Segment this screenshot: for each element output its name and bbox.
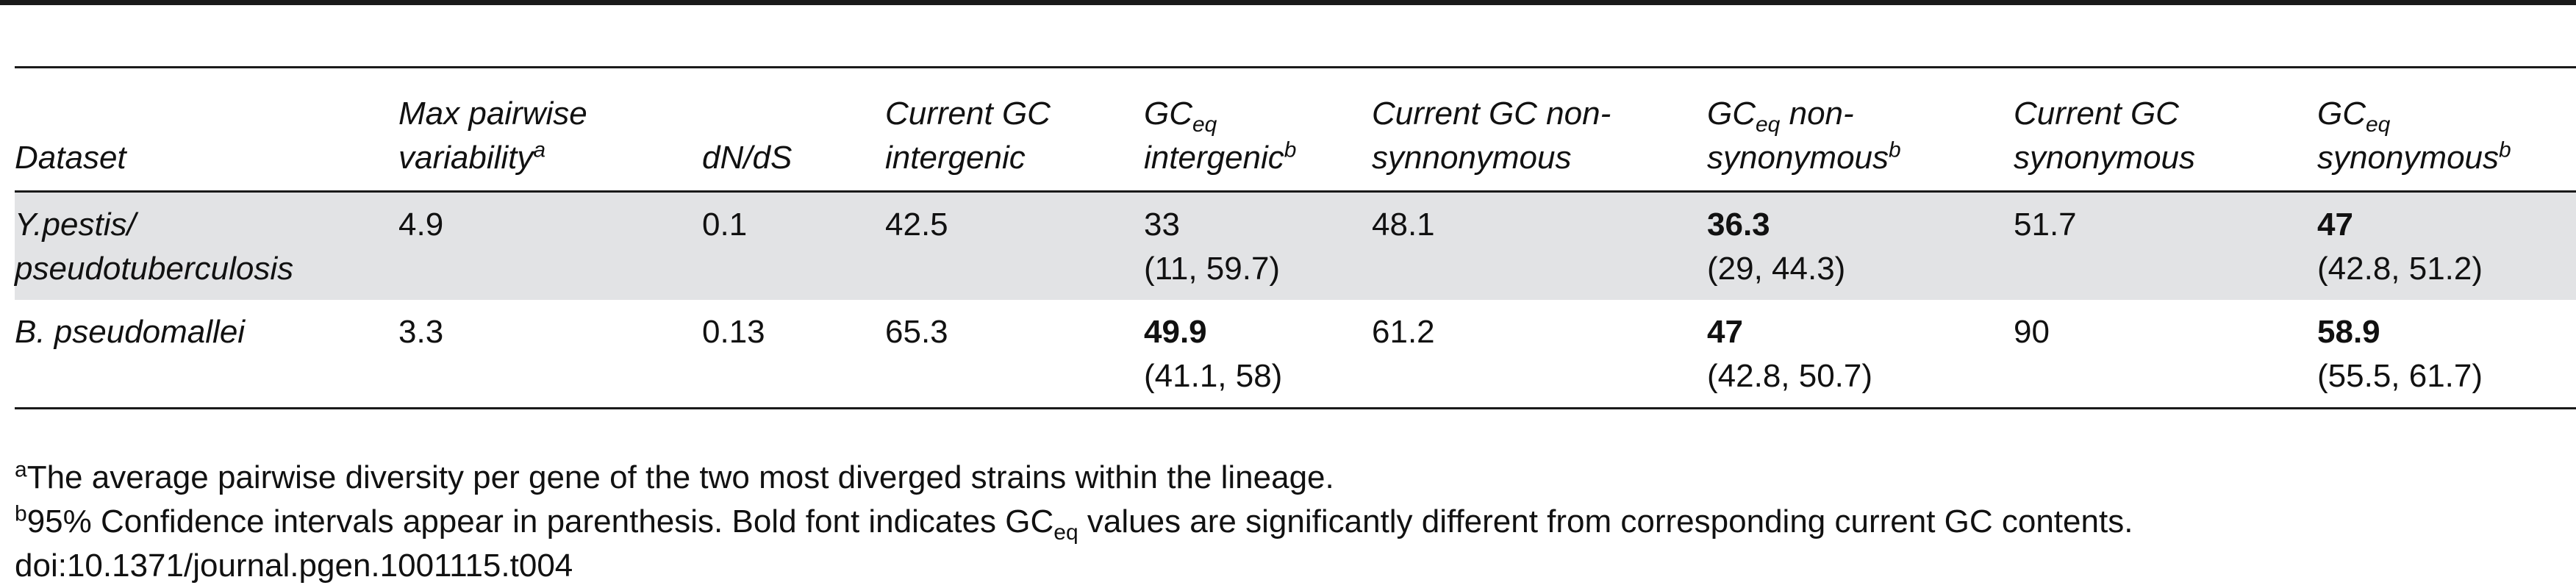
cell-current-gc-intergenic: 65.3 (885, 314, 948, 350)
cell-dnds: 0.1 (702, 191, 885, 300)
cell-gceq-nonsyn: 47 (42.8, 50.7) (1707, 314, 1873, 394)
doi-link[interactable]: doi:10.1371/journal.pgen.1001115.t004 (15, 548, 573, 584)
table-body: Y.pestis/ pseudotuberculosis 4.9 0.1 42.… (15, 191, 2576, 409)
cell-current-gc-syn: 51.7 (2014, 191, 2317, 300)
header-gceq-syn: GCeq synonymousb (2317, 96, 2511, 176)
table-footnotes: aThe average pairwise diversity per gene… (15, 456, 2558, 588)
cell-dnds: 0.13 (702, 314, 765, 350)
cell-current-gc-nonsyn: 48.1 (1372, 191, 1707, 300)
header-gceq-nonsyn: GCeq non- synonymousb (1707, 96, 1901, 176)
table-row: B. pseudomallei 3.3 0.13 65.3 49.9 (41.1… (15, 300, 2576, 409)
cell-max-pairwise: 4.9 (398, 191, 702, 300)
cell-current-gc-nonsyn: 61.2 (1372, 314, 1435, 350)
header-gceq-intergenic: GCeq intergenicb (1144, 96, 1297, 176)
gc-equilibrium-table: Dataset Max pairwise variabilitya dN/dS … (15, 66, 2576, 409)
cell-current-gc-syn: 90 (2014, 314, 2050, 350)
cell-gceq-intergenic: 33 (11, 59.7) (1144, 191, 1372, 300)
data-table-container: Dataset Max pairwise variabilitya dN/dS … (15, 66, 2576, 409)
cell-gceq-syn: 58.9 (55.5, 61.7) (2317, 314, 2483, 394)
top-rule (0, 0, 2576, 5)
cell-dataset: B. pseudomallei (15, 314, 246, 350)
header-dnds: dN/dS (702, 140, 793, 176)
cell-gceq-intergenic: 49.9 (41.1, 58) (1144, 314, 1283, 394)
header-current-gc-intergenic: Current GC intergenic (885, 96, 1051, 176)
cell-gceq-syn: 47 (42.8, 51.2) (2317, 191, 2576, 300)
cell-gceq-nonsyn: 36.3 (29, 44.3) (1707, 191, 2014, 300)
cell-dataset: Y.pestis/ pseudotuberculosis (15, 191, 398, 300)
header-max-pairwise: Max pairwise variabilitya (398, 96, 587, 176)
header-dataset: Dataset (15, 140, 126, 176)
cell-max-pairwise: 3.3 (398, 314, 444, 350)
table-header: Dataset Max pairwise variabilitya dN/dS … (15, 67, 2576, 192)
table-row: Y.pestis/ pseudotuberculosis 4.9 0.1 42.… (15, 191, 2576, 300)
footnote-a: aThe average pairwise diversity per gene… (15, 457, 1334, 495)
header-current-gc-nonsyn: Current GC non- synnonymous (1372, 96, 1611, 176)
header-current-gc-syn: Current GC synonymous (2014, 96, 2196, 176)
footnote-b: b95% Confidence intervals appear in pare… (15, 501, 2133, 545)
cell-current-gc-intergenic: 42.5 (885, 191, 1144, 300)
